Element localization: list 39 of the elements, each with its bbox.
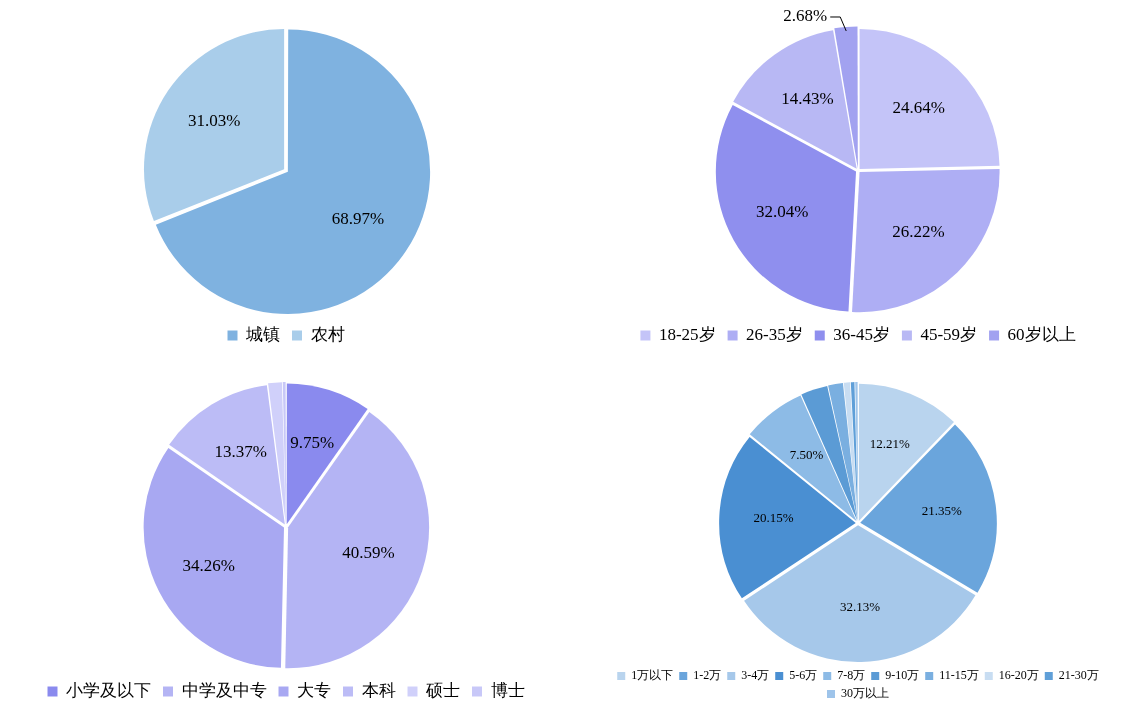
legend-label: 城镇 xyxy=(245,324,280,344)
legend-label: 26-35岁 xyxy=(746,324,803,344)
legend-label: 1万以下 xyxy=(631,668,674,683)
legend-label: 硕士 xyxy=(425,680,460,700)
legend-label: 16-20万 xyxy=(998,668,1039,683)
legend-label: 5-6万 xyxy=(789,668,818,683)
data-label: 40.59% xyxy=(342,543,395,563)
legend-label: 7-8万 xyxy=(837,668,866,683)
legend-label: 30万以上 xyxy=(841,686,889,701)
legend-label: 3-4万 xyxy=(741,668,770,683)
data-label: 26.22% xyxy=(892,222,945,242)
data-label: 20.15% xyxy=(753,510,794,526)
legend-label: 36-45岁 xyxy=(833,324,890,344)
data-label: 7.50% xyxy=(789,447,824,463)
legend-label: 农村 xyxy=(310,324,345,344)
data-label: 32.04% xyxy=(756,202,809,222)
legend-label: 中学及中专 xyxy=(181,680,267,700)
legend-label: 本科 xyxy=(361,680,396,700)
legend-label: 1-2万 xyxy=(693,668,722,683)
legend-label: 大专 xyxy=(297,680,331,700)
data-label: 68.97% xyxy=(331,208,385,228)
legend-label: 60岁以上 xyxy=(1007,324,1076,344)
data-label: 31.03% xyxy=(187,111,241,131)
legend-label: 21-30万 xyxy=(1058,668,1099,683)
legend-label: 11-15万 xyxy=(939,668,979,683)
data-label: 14.43% xyxy=(781,89,834,109)
legend-label: 18-25岁 xyxy=(658,324,716,344)
legend-label: 小学及以下 xyxy=(66,680,151,700)
data-label: 24.64% xyxy=(892,97,945,117)
data-label: 12.21% xyxy=(869,435,910,451)
legend-label: 9-10万 xyxy=(885,668,920,683)
data-label: 21.35% xyxy=(921,503,963,519)
legend-label: 45-59岁 xyxy=(920,324,978,344)
data-label: 13.37% xyxy=(214,441,268,461)
data-label: 32.13% xyxy=(839,599,881,615)
data-label: 34.26% xyxy=(182,555,235,575)
data-label: 9.75% xyxy=(290,433,335,453)
data-label: 2.68% xyxy=(783,6,828,26)
legend-label: 博士 xyxy=(490,680,525,700)
